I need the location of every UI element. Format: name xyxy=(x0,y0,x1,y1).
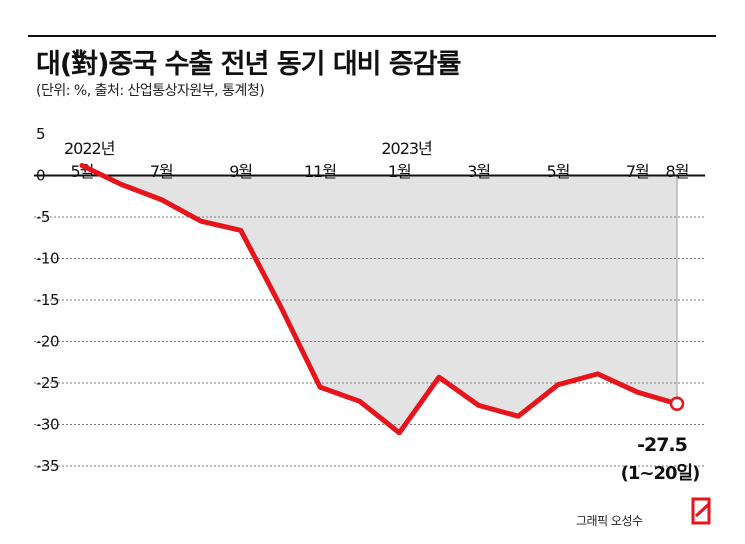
x-tick-label: 7월 xyxy=(626,162,649,181)
x-tick-label: 7월 xyxy=(150,162,173,181)
x-tick-label: 3월 xyxy=(467,162,490,181)
area-fill xyxy=(82,165,677,433)
y-tick-label: 0 xyxy=(36,167,45,185)
year-label: 2023년 xyxy=(381,139,432,158)
x-tick-label: 9월 xyxy=(229,162,252,181)
x-tick-label: 11월 xyxy=(304,162,336,181)
y-tick-label: -5 xyxy=(36,208,50,226)
y-tick-label: 5 xyxy=(36,125,45,143)
x-tick-label: 8월 xyxy=(666,162,689,181)
annotation-note: (1~20일) xyxy=(621,463,700,484)
x-tick-label: 1월 xyxy=(388,162,411,181)
y-tick-label: -10 xyxy=(36,250,59,268)
y-tick-label: -20 xyxy=(36,333,59,351)
y-tick-label: -15 xyxy=(36,291,59,309)
y-tick-label: -35 xyxy=(36,457,59,475)
y-tick-label: -30 xyxy=(36,416,59,434)
chart-subtitle: (단위: %, 출처: 산업통상자원부, 통계청) xyxy=(36,83,265,99)
year-label: 2022년 xyxy=(64,139,115,158)
asiae-logo-icon xyxy=(691,497,711,525)
end-point-marker xyxy=(669,396,685,411)
chart-title: 대(對)중국 수출 전년 동기 대비 증감률 xyxy=(36,49,461,80)
series-line xyxy=(79,163,680,436)
graphic-credit: 그래픽 오성수 xyxy=(576,514,643,528)
y-tick-label: -25 xyxy=(36,374,59,392)
x-tick-label: 5월 xyxy=(547,162,570,181)
annotation-value: -27.5 xyxy=(637,434,687,456)
top-rule xyxy=(28,35,716,37)
